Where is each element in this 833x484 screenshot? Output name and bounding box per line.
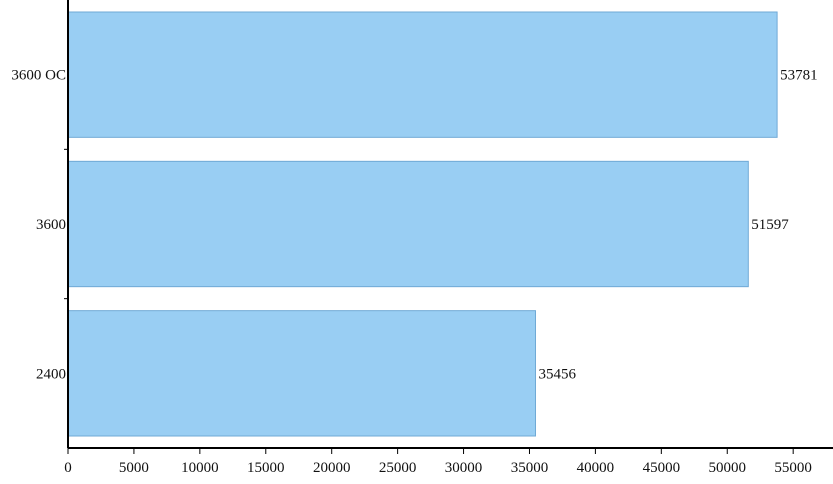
bar: [67, 160, 749, 288]
x-ticks-layer: 0 5000 10000 15000 20000 25000 30000 35000 40000…: [64, 148, 812, 476]
category-labels-layer: 3600 OC 3600 2400: [11, 68, 66, 383]
y-tick-label: 3600 OC: [11, 68, 66, 84]
value-label-background: [778, 62, 821, 85]
value-label: 53781: [780, 68, 818, 84]
x-tick-label: 10000: [181, 460, 219, 476]
x-tick-label: 35000: [511, 460, 549, 476]
axes-layer: [67, 0, 833, 449]
x-tick-label: 5000: [119, 460, 149, 476]
x-tick-label: 45000: [643, 460, 681, 476]
value-label: 51597: [751, 217, 789, 233]
value-label-background: [749, 212, 792, 234]
value-label: 35456: [538, 366, 576, 382]
y-tick-label: 2400: [36, 366, 66, 382]
x-tick-label: 25000: [379, 460, 417, 476]
x-tick-label: 55000: [774, 460, 812, 476]
x-tick-label: 0: [64, 460, 72, 476]
x-tick-label: 15000: [247, 460, 285, 476]
x-tick-label: 30000: [445, 460, 483, 476]
bars-layer: [67, 11, 778, 437]
bar: [67, 11, 778, 138]
x-tick-label: 50000: [709, 460, 747, 476]
value-label-background: [536, 361, 579, 384]
value-labels-layer: 53781 51597 35456: [536, 62, 821, 384]
bar: [67, 310, 536, 437]
x-tick-label: 20000: [313, 460, 351, 476]
x-tick-label: 40000: [577, 460, 615, 476]
y-tick-label: 3600: [36, 217, 66, 233]
